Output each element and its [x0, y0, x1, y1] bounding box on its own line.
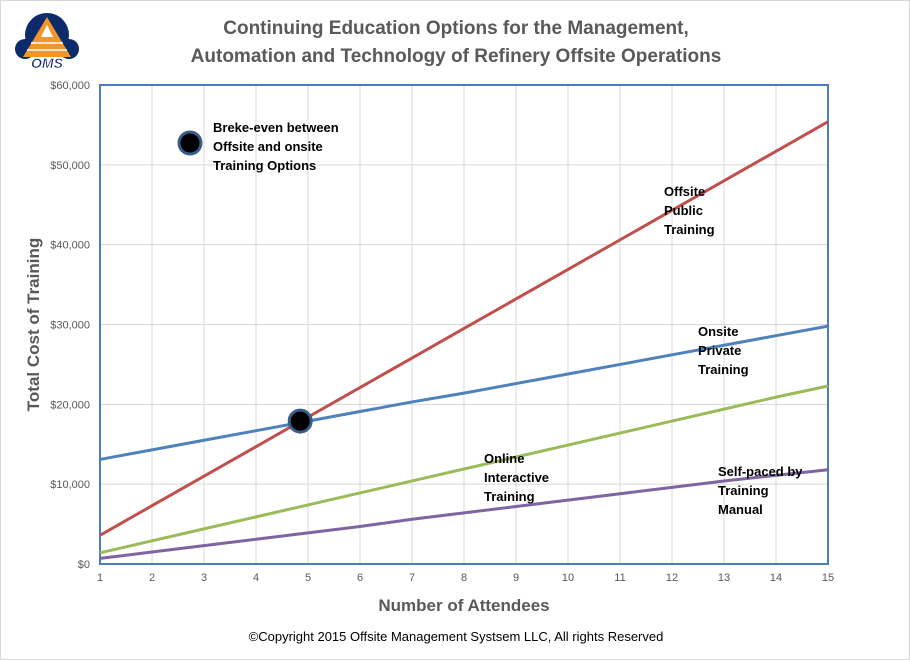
series-label: Training — [718, 483, 769, 498]
series-label: Training — [698, 362, 749, 377]
logo-text: OMS — [31, 55, 64, 71]
chart-title: Continuing Education Options for the Man… — [121, 15, 791, 71]
x-tick-label: 5 — [305, 572, 311, 584]
x-axis-title: Number of Attendees — [378, 596, 549, 615]
y-tick-label: $50,000 — [50, 160, 90, 172]
x-tick-label: 2 — [149, 572, 155, 584]
x-tick-label: 1 — [97, 572, 103, 584]
series-line-4 — [99, 468, 829, 560]
x-tick-label: 3 — [201, 572, 207, 584]
title-line-1: Continuing Education Options for the Man… — [223, 18, 689, 39]
y-axis-title: Total Cost of Training — [24, 238, 43, 411]
series-label: Interactive — [484, 470, 549, 485]
copyright: ©Copyright 2015 Offsite Management Systs… — [248, 629, 664, 644]
y-tick-label: $30,000 — [50, 320, 90, 332]
x-tick-label: 12 — [666, 572, 678, 584]
annotation-legend-marker — [177, 130, 203, 156]
series-label: Onsite — [698, 324, 738, 339]
x-tick-label: 7 — [409, 572, 415, 584]
plot-area-border — [99, 84, 829, 565]
y-tick-label: $0 — [78, 559, 90, 571]
series-line-2 — [99, 324, 829, 461]
x-tick-label: 14 — [770, 572, 782, 584]
break-even-marker — [287, 408, 313, 434]
y-tick-label: $60,000 — [50, 80, 90, 92]
series-label: Manual — [718, 502, 763, 517]
series-label: Training — [664, 222, 715, 237]
annotation-label: Training Options — [213, 158, 316, 173]
x-tick-label: 9 — [513, 572, 519, 584]
x-tick-label: 11 — [614, 572, 625, 584]
series-label: Self-paced by — [718, 464, 803, 479]
x-tick-label: 8 — [461, 572, 467, 584]
title-line-2: Automation and Technology of Refinery Of… — [190, 46, 722, 67]
oms-logo: OMS — [15, 13, 79, 71]
series-line-1 — [99, 120, 829, 537]
y-tick-label: $10,000 — [50, 479, 90, 491]
series-label: Training — [484, 489, 535, 504]
series-line-3 — [99, 384, 829, 555]
x-tick-label: 4 — [253, 572, 259, 584]
x-tick-label: 15 — [822, 572, 834, 584]
series-label: Offsite — [664, 184, 705, 199]
y-tick-label: $20,000 — [50, 399, 90, 411]
series-label: Private — [698, 343, 741, 358]
x-tick-label: 13 — [718, 572, 730, 584]
annotation-label: Breke-even between — [213, 120, 339, 135]
series-label: Public — [664, 203, 703, 218]
annotation-label: Offsite and onsite — [213, 139, 323, 154]
x-tick-label: 10 — [562, 572, 574, 584]
series-label: Online — [484, 451, 524, 466]
y-tick-label: $40,000 — [50, 240, 90, 252]
x-tick-label: 6 — [357, 572, 363, 584]
